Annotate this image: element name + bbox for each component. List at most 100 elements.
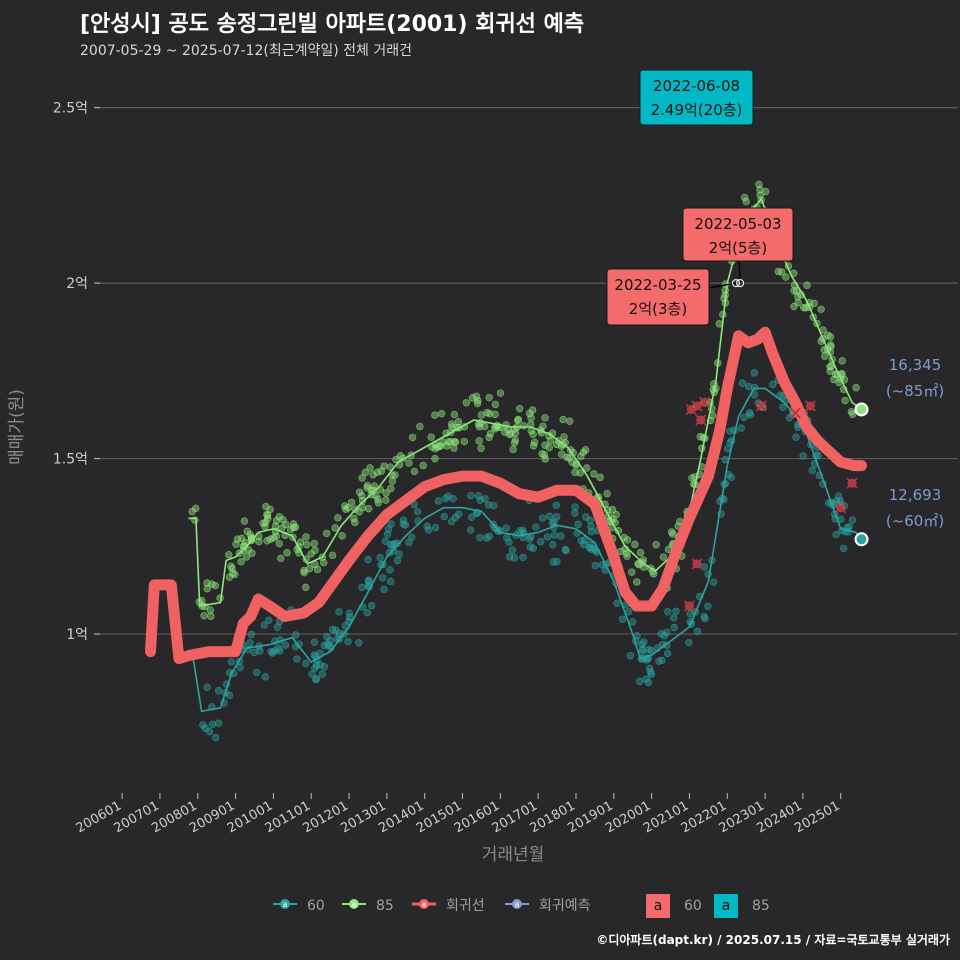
legend-label-60: 60: [307, 898, 325, 914]
scatter-point-85: [266, 505, 274, 514]
scatter-point-60: [308, 670, 316, 678]
x-axis-title: 거래년월: [482, 845, 545, 865]
scatter-point-85: [541, 414, 549, 422]
scatter-point-85: [334, 514, 342, 522]
scatter-point-60: [265, 616, 273, 624]
scatter-point-85: [437, 409, 446, 418]
scatter-point-85: [405, 459, 413, 467]
scatter-point-60: [746, 411, 755, 419]
scatter-point-85: [583, 464, 591, 472]
scatter-point-85: [510, 439, 519, 447]
scatter-point-85: [233, 535, 242, 543]
scatter-point-85: [237, 558, 245, 566]
scatter-point-60: [390, 547, 398, 555]
scatter-point-60: [704, 602, 712, 610]
scatter-point-60: [750, 369, 759, 377]
forecast-x-mark: [683, 600, 696, 612]
scatter-point-85: [347, 498, 356, 507]
scatter-point-60: [505, 553, 514, 561]
scatter-point-60: [700, 563, 709, 571]
scatter-point-60: [834, 492, 843, 500]
scatter-point-85: [338, 532, 346, 540]
scatter-point-60: [276, 647, 284, 655]
scatter-point-85: [275, 539, 283, 548]
legend-label-forecast: 회귀예측: [539, 898, 591, 914]
scatter-point-85: [358, 503, 367, 512]
scatter-point-85: [451, 438, 460, 446]
scatter-point-85: [454, 418, 463, 426]
scatter-point-60: [587, 522, 595, 531]
scatter-point-85: [366, 464, 374, 472]
scatter-point-85: [431, 411, 439, 419]
scatter-point-60: [571, 503, 579, 511]
scatter-point-60: [710, 578, 718, 586]
scatter-point-85: [552, 440, 561, 449]
scatter-point-60: [510, 554, 519, 562]
scatter-point-60: [701, 614, 709, 623]
scatter-point-85: [363, 481, 372, 490]
scatter-point-85: [852, 384, 860, 392]
scatter-point-60: [386, 566, 394, 574]
scatter-point-60: [808, 466, 816, 475]
scatter-point-60: [399, 516, 408, 524]
scatter-point-60: [405, 538, 413, 547]
scatter-point-60: [363, 608, 371, 617]
forecast-x-mark: [835, 502, 847, 514]
scatter-point-60: [848, 516, 857, 524]
scatter-point-85: [841, 396, 849, 405]
scatter-point-60: [316, 661, 324, 669]
scatter-point-85: [669, 530, 677, 538]
scatter-point-85: [475, 423, 484, 431]
scatter-point-60: [467, 491, 475, 500]
scatter-point-60: [423, 522, 431, 530]
scatter-point-60: [670, 623, 678, 632]
scatter-point-60: [318, 670, 326, 678]
scatter-point-60: [261, 673, 269, 681]
scatter-point-85: [525, 409, 534, 418]
scatter-point-60: [552, 501, 560, 509]
scatter-point-60: [291, 631, 300, 639]
scatter-point-60: [638, 645, 647, 654]
scatter-point-85: [255, 537, 263, 546]
scatter-point-60: [519, 553, 527, 562]
forecast-x-mark: [846, 477, 858, 489]
legend-box-label-60: 60: [684, 898, 702, 914]
y-tick-label: 1.5억: [53, 452, 88, 468]
scatter-point-60: [647, 670, 656, 679]
legend-symbol-60: a: [272, 894, 298, 914]
scatter-point-85: [439, 438, 447, 446]
scatter-point-60: [647, 646, 655, 655]
scatter-point-85: [491, 400, 500, 409]
scatter-point-60: [745, 409, 754, 417]
scatter-point-60: [776, 391, 784, 399]
scatter-point-60: [310, 638, 319, 646]
scatter-point-60: [281, 641, 290, 649]
scatter-point-60: [256, 647, 264, 655]
scatter-point-60: [613, 599, 621, 607]
annotation-60-a-price: 2억(5층): [709, 239, 767, 257]
scatter-point-60: [502, 533, 511, 542]
scatter-point-60: [260, 621, 268, 629]
scatter-point-85: [240, 517, 249, 525]
scatter-point-60: [832, 530, 840, 539]
legend-box-85: a: [714, 894, 738, 918]
scatter-point-85: [291, 523, 300, 531]
scatter-point-85: [342, 505, 350, 513]
scatter-point-60: [380, 585, 388, 593]
forecast-x-mark: [691, 558, 703, 570]
annotation-60-b-date: 2022-03-25: [614, 276, 701, 294]
scatter-point-85: [659, 553, 668, 561]
scatter-point-85: [364, 504, 373, 513]
scatter-point-60: [323, 632, 331, 641]
scatter-point-60: [845, 523, 853, 531]
scatter-point-60: [740, 413, 748, 422]
scatter-point-85: [382, 489, 390, 497]
scatter-point-85: [382, 496, 390, 504]
forecast-x-mark: [695, 414, 707, 426]
scatter-point-60: [364, 555, 372, 564]
scatter-point-85: [351, 518, 359, 527]
scatter-point-60: [532, 523, 540, 531]
scatter-point-85: [633, 578, 641, 586]
chart-subtitle: 2007-05-29 ~ 2025-07-12(최근계약일) 전체 거래건: [80, 43, 412, 59]
annotation-85-max-box: [639, 69, 754, 126]
